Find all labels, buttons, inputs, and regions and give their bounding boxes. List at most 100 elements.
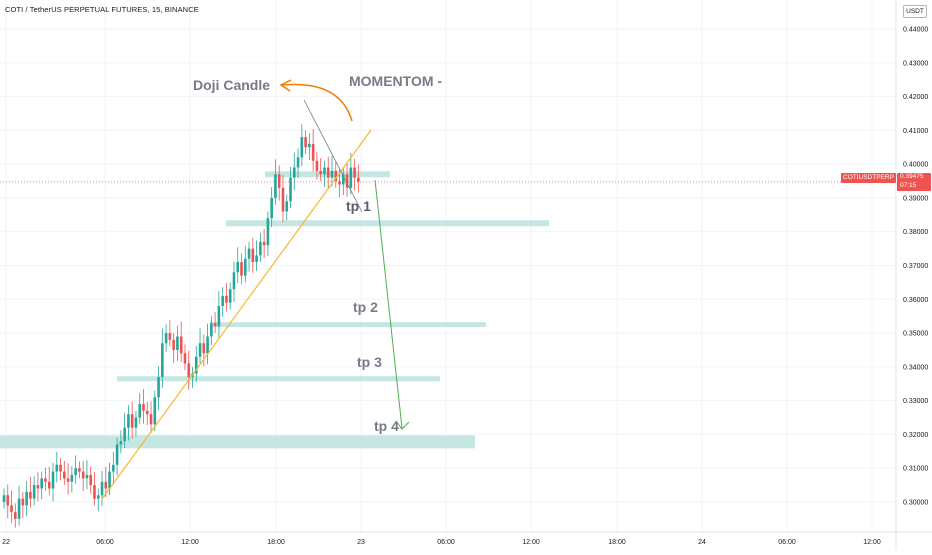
- symbol-price-tag: COTIUSDTPERP: [841, 173, 896, 183]
- y-tick-label: 0.35000: [903, 331, 928, 338]
- candle-body: [78, 468, 81, 472]
- candle-body: [153, 397, 157, 425]
- wedge-line: [303, 99, 363, 213]
- y-tick-label: 0.37000: [903, 263, 928, 270]
- candle-body: [32, 485, 36, 499]
- chart-title: COTI / TetherUS PERPETUAL FUTURES, 15, B…: [5, 5, 199, 14]
- candle-body: [112, 464, 115, 472]
- y-tick-label: 0.38000: [903, 229, 928, 236]
- y-tick-label: 0.40000: [903, 162, 928, 169]
- candle-body: [270, 197, 273, 219]
- target-zone: [0, 435, 475, 449]
- candle-body: [345, 174, 349, 188]
- candle-body: [274, 174, 277, 198]
- candle-body: [149, 414, 153, 425]
- candle-body: [81, 471, 85, 479]
- y-tick-label: 0.39000: [903, 195, 928, 202]
- candle-body: [300, 137, 304, 158]
- candle-body: [108, 471, 111, 489]
- candle-body: [63, 471, 66, 479]
- candle-body: [85, 474, 89, 479]
- candle-body: [130, 414, 134, 428]
- candle-body: [210, 322, 213, 337]
- candle-body: [168, 333, 172, 340]
- tp2-label: tp 2: [353, 299, 378, 315]
- target-zone: [226, 220, 549, 227]
- momentum-label: MOMENTOM -: [349, 73, 443, 89]
- candle-body: [240, 262, 243, 276]
- candle-body: [14, 512, 17, 519]
- x-tick-label: 12:00: [863, 539, 881, 546]
- y-tick-label: 0.44000: [903, 27, 928, 34]
- candle-body: [17, 498, 21, 519]
- candle-body: [334, 170, 338, 182]
- y-tick-label: 0.42000: [903, 94, 928, 101]
- candle-body: [342, 174, 345, 185]
- tp1-label: tp 1: [346, 198, 371, 214]
- y-tick-label: 0.41000: [903, 128, 928, 135]
- candle-body: [217, 306, 221, 327]
- candle-body: [134, 417, 138, 428]
- candle-body: [2, 495, 6, 502]
- doji-candle-label: Doji Candle: [193, 77, 271, 93]
- x-tick-label: 12:00: [181, 539, 199, 546]
- x-tick-label: 12:00: [522, 539, 540, 546]
- trendline: [101, 129, 372, 500]
- candle-body: [36, 485, 40, 489]
- candle-body: [96, 495, 100, 499]
- candle-body: [323, 167, 326, 175]
- candle-body: [145, 410, 149, 415]
- candle-body: [123, 427, 126, 442]
- candle-body: [142, 404, 145, 411]
- candle-body: [55, 464, 59, 472]
- y-tick-label: 0.33000: [903, 398, 928, 405]
- candle-body: [100, 481, 104, 496]
- projection-arrow: [374, 179, 403, 429]
- candle-body: [138, 404, 142, 418]
- y-tick-label: 0.32000: [903, 432, 928, 439]
- y-tick-label: 0.34000: [903, 364, 928, 371]
- candle-body: [187, 363, 191, 377]
- target-zone: [210, 322, 486, 328]
- candle-body: [70, 474, 74, 482]
- candle-body: [281, 187, 285, 212]
- candle-body: [161, 343, 164, 377]
- candle-body: [349, 167, 353, 188]
- candle-body: [198, 343, 202, 357]
- candle-body: [172, 339, 175, 350]
- candle-body: [213, 322, 217, 327]
- x-tick-label: 06:00: [96, 539, 114, 546]
- y-tick-label: 0.30000: [903, 500, 928, 507]
- candle-body: [206, 336, 209, 354]
- candle-body: [319, 170, 322, 175]
- x-tick-label: 18:00: [267, 539, 285, 546]
- candle-body: [44, 478, 47, 482]
- candle-body: [311, 143, 315, 161]
- candle-body: [89, 474, 93, 486]
- candle-body: [40, 478, 43, 489]
- candle-body: [51, 471, 55, 489]
- candle-body: [232, 272, 236, 290]
- candle-body: [292, 167, 296, 178]
- candle-body: [157, 376, 160, 398]
- currency-selector[interactable]: USDT: [903, 5, 927, 18]
- candle-body: [66, 478, 70, 482]
- candle-body: [289, 177, 292, 202]
- candle-body: [330, 170, 334, 178]
- candle-body: [29, 491, 32, 499]
- candle-body: [251, 248, 255, 263]
- candle-body: [228, 289, 232, 303]
- x-tick-label: 06:00: [778, 539, 796, 546]
- candle-body: [115, 444, 119, 465]
- candle-body: [285, 201, 289, 212]
- doji-curve-arrow: [282, 83, 353, 122]
- candle-body: [119, 441, 123, 445]
- y-tick-label: 0.43000: [903, 60, 928, 67]
- candle-body: [59, 464, 62, 472]
- y-tick-label: 0.31000: [903, 466, 928, 473]
- candle-body: [25, 491, 28, 506]
- candle-body: [194, 356, 198, 374]
- candle-body: [262, 241, 266, 246]
